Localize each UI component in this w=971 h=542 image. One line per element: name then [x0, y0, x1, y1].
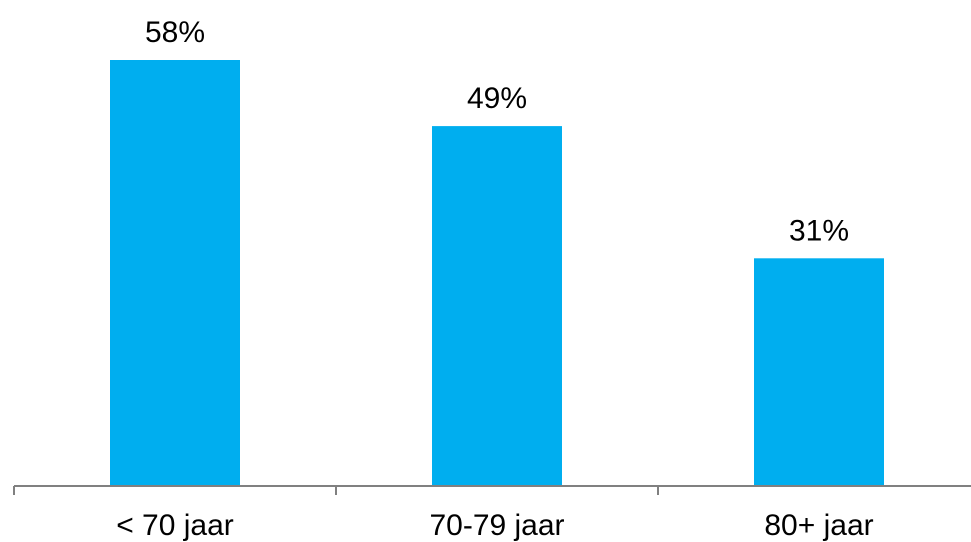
data-label-2: 49%: [467, 82, 527, 115]
bars: [110, 60, 884, 486]
x-axis: [13, 485, 971, 495]
bar-2: [432, 126, 562, 486]
bar-3: [754, 258, 884, 486]
bar-1: [110, 60, 240, 486]
x-tick-labels: < 70 jaar 70-79 jaar 80+ jaar: [116, 509, 873, 542]
x-tick-label-2: 70-79 jaar: [429, 509, 564, 542]
x-tick-label-1: < 70 jaar: [116, 509, 234, 542]
data-label-3: 31%: [789, 214, 849, 247]
data-labels: 58% 49% 31%: [145, 16, 849, 247]
x-tick-label-3: 80+ jaar: [764, 509, 873, 542]
data-label-1: 58%: [145, 16, 205, 49]
